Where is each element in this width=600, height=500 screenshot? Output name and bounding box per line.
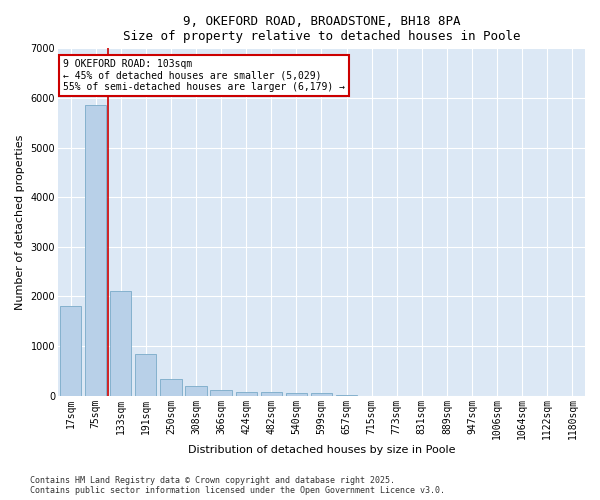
- X-axis label: Distribution of detached houses by size in Poole: Distribution of detached houses by size …: [188, 445, 455, 455]
- Bar: [60, 306, 81, 396]
- Bar: [236, 392, 257, 396]
- Text: 9 OKEFORD ROAD: 103sqm
← 45% of detached houses are smaller (5,029)
55% of semi-: 9 OKEFORD ROAD: 103sqm ← 45% of detached…: [63, 58, 345, 92]
- Y-axis label: Number of detached properties: Number of detached properties: [15, 134, 25, 310]
- Bar: [160, 379, 182, 396]
- Bar: [211, 390, 232, 396]
- Bar: [286, 393, 307, 396]
- Bar: [311, 394, 332, 396]
- Bar: [110, 292, 131, 396]
- Text: Contains HM Land Registry data © Crown copyright and database right 2025.
Contai: Contains HM Land Registry data © Crown c…: [30, 476, 445, 495]
- Bar: [260, 392, 282, 396]
- Bar: [185, 386, 206, 396]
- Bar: [135, 354, 157, 396]
- Title: 9, OKEFORD ROAD, BROADSTONE, BH18 8PA
Size of property relative to detached hous: 9, OKEFORD ROAD, BROADSTONE, BH18 8PA Si…: [123, 15, 520, 43]
- Bar: [85, 106, 106, 396]
